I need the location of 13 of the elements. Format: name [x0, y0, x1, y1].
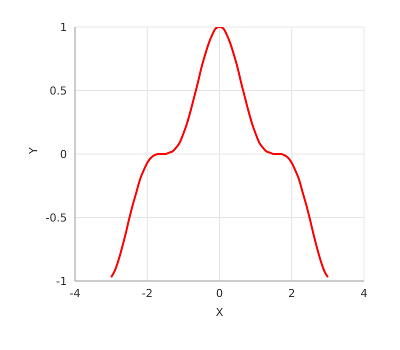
y-tick-label: 1	[60, 20, 67, 34]
x-tick-label: -4	[70, 286, 80, 300]
y-axis-title: Y	[26, 147, 40, 155]
y-tick-label: 0	[60, 148, 67, 161]
x-tick-label: 2	[288, 286, 296, 300]
y-tick-label: 0.5	[50, 84, 67, 98]
line-series	[110, 27, 329, 278]
x-tick-label: 4	[360, 286, 368, 300]
x-axis-title: X	[216, 306, 224, 319]
y-tick-label: -1	[56, 274, 67, 288]
y-tick-label: -0.5	[46, 211, 67, 224]
x-tick-label: 0	[216, 286, 223, 300]
x-tick-label: -2	[142, 286, 153, 300]
